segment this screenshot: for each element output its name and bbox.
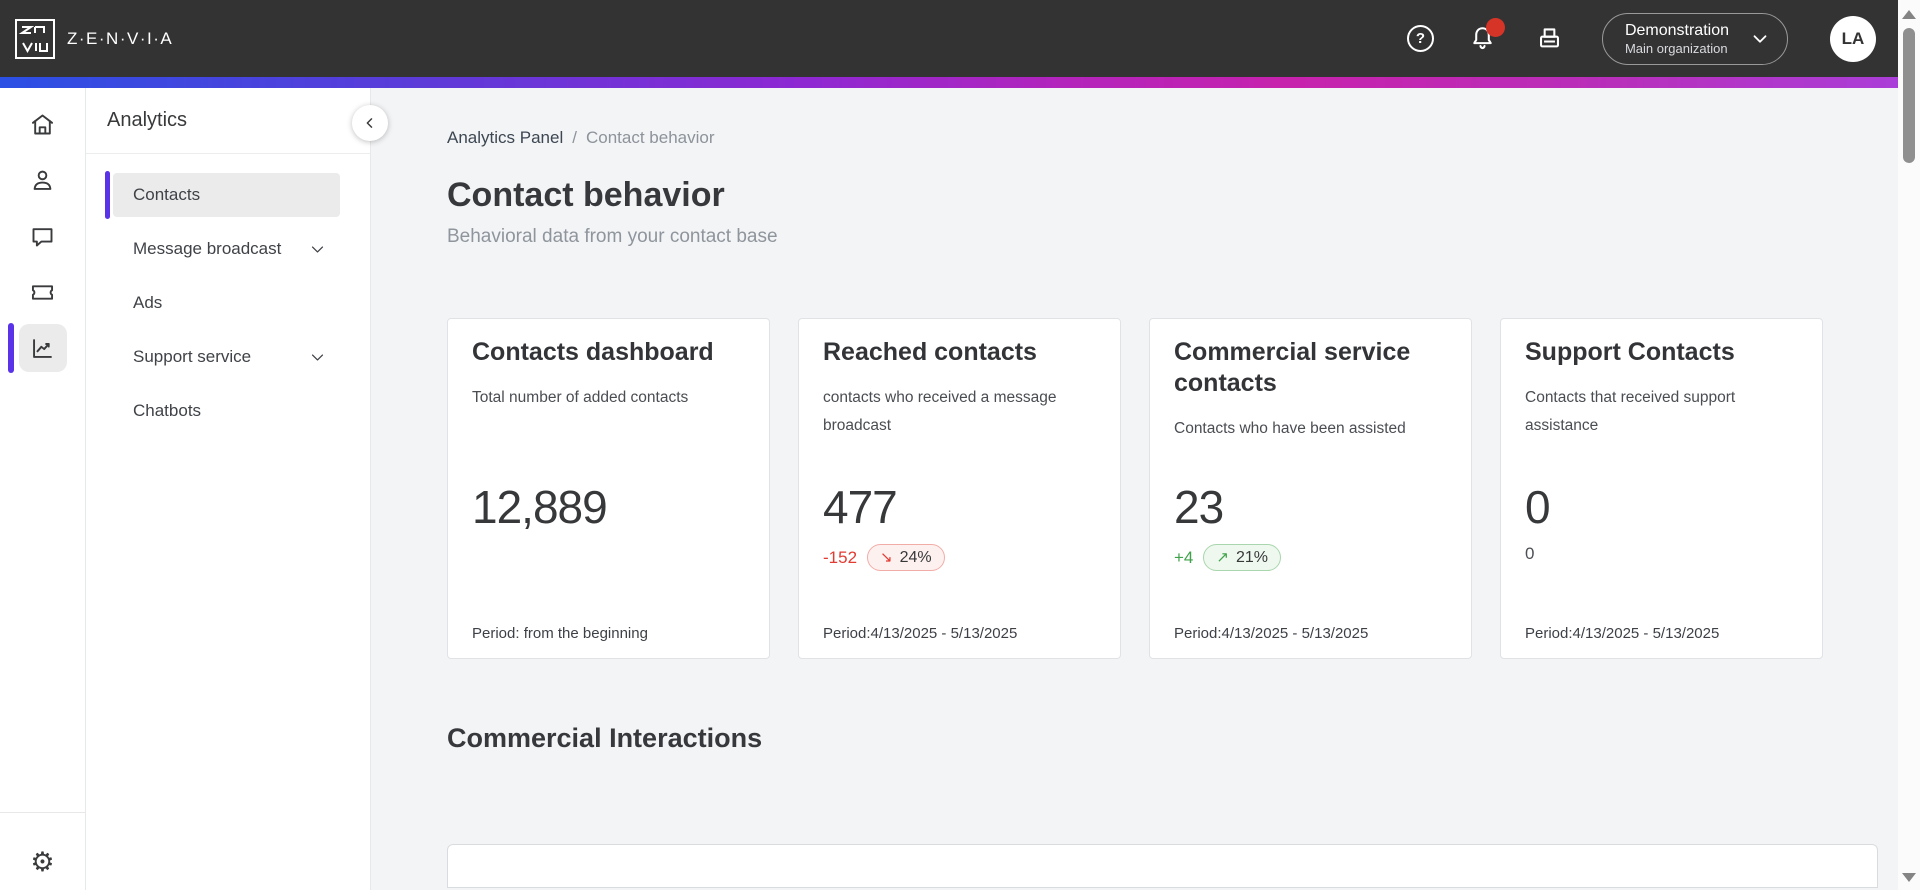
- rail-item-analytics[interactable]: [7, 323, 67, 373]
- sidebar-item-label: Support service: [133, 347, 252, 366]
- chevron-down-icon: [309, 349, 326, 366]
- printer-button[interactable]: [1535, 24, 1564, 53]
- icon-rail: ⚙: [0, 88, 86, 890]
- card-period: Period:4/13/2025 - 5/13/2025: [1174, 625, 1369, 642]
- delta-value: +4: [1174, 547, 1194, 567]
- avatar[interactable]: LA: [1830, 15, 1876, 62]
- settings-button[interactable]: ⚙: [0, 849, 85, 876]
- chat-bubble-icon: [29, 223, 56, 250]
- commercial-interactions-card: [447, 844, 1878, 888]
- card-title: Commercial service contacts: [1174, 338, 1411, 397]
- scrollbar-thumb[interactable]: [1903, 28, 1915, 163]
- sidebar-menu: Contacts Message broadcast Ads Support s…: [86, 154, 370, 433]
- arrow-up-right-icon: ↗: [1216, 549, 1229, 566]
- card-delta-row: +4 ↗ 21%: [1174, 544, 1281, 571]
- chevron-down-icon: [1749, 28, 1771, 50]
- notification-badge-dot: [1485, 18, 1505, 37]
- brand-wordmark: Z·E·N·V·I·A: [67, 28, 174, 48]
- sidebar-title: Analytics: [86, 88, 370, 154]
- rail-item-tickets[interactable]: [19, 268, 67, 316]
- scrollbar-down-arrow[interactable]: [1902, 873, 1916, 882]
- stat-card-commercial-service-contacts: Commercial service contacts Contacts who…: [1149, 318, 1472, 659]
- stat-card-contacts-dashboard: Contacts dashboard Total number of added…: [447, 318, 770, 659]
- percent-badge-positive: ↗ 21%: [1203, 544, 1281, 571]
- breadcrumb-analytics-panel[interactable]: Analytics Panel: [447, 128, 564, 147]
- card-value: 0: [1525, 481, 1551, 533]
- scrollbar-up-arrow[interactable]: [1902, 10, 1916, 19]
- sidebar-item-label: Chatbots: [133, 401, 202, 420]
- sidebar-collapse-button[interactable]: [352, 105, 388, 141]
- body-row: ⚙ Analytics Contacts Message broadcast: [0, 88, 1898, 890]
- card-subtitle: Contacts that received support assistanc…: [1525, 389, 1736, 434]
- rail-item-home[interactable]: [19, 100, 67, 148]
- rail-item-conversations[interactable]: [19, 212, 67, 260]
- analytics-sidebar: Analytics Contacts Message broadcast: [86, 88, 388, 890]
- ticket-icon: [29, 279, 56, 306]
- sidebar-item-ads[interactable]: Ads: [113, 281, 340, 325]
- card-period: Period:4/13/2025 - 5/13/2025: [823, 625, 1018, 642]
- page-title: Contact behavior: [447, 176, 725, 214]
- page-scrollbar[interactable]: [1898, 0, 1920, 890]
- sidebar-item-label: Message broadcast: [133, 239, 282, 258]
- page-subtitle: Behavioral data from your contact base: [447, 226, 778, 247]
- stat-cards-row: Contacts dashboard Total number of added…: [447, 318, 1898, 659]
- sidebar-item-message-broadcast[interactable]: Message broadcast: [113, 227, 340, 271]
- rail-item-contacts[interactable]: [19, 156, 67, 204]
- sidebar-item-label: Contacts: [133, 185, 201, 204]
- sidebar-item-contacts[interactable]: Contacts: [105, 171, 340, 219]
- percent-badge-negative: ↘ 24%: [867, 544, 945, 571]
- stat-card-support-contacts: Support Contacts Contacts that received …: [1500, 318, 1823, 659]
- breadcrumb: Analytics Panel / Contact behavior: [447, 88, 1898, 148]
- gear-icon: ⚙: [30, 847, 55, 877]
- card-subtitle: Total number of added contacts: [472, 389, 689, 406]
- sidebar-item-support-service[interactable]: Support service: [113, 335, 340, 379]
- card-value: 23: [1174, 481, 1224, 533]
- main-content: Analytics Panel / Contact behavior Conta…: [371, 88, 1898, 890]
- organization-name: Demonstration: [1624, 21, 1729, 39]
- card-title: Contacts dashboard: [472, 338, 714, 366]
- avatar-initials: LA: [1841, 28, 1865, 48]
- card-period: Period: from the beginning: [472, 625, 648, 642]
- zenvia-logo-icon: [14, 18, 56, 60]
- help-icon[interactable]: ?: [1406, 25, 1434, 52]
- stat-card-reached-contacts: Reached contacts contacts who received a…: [798, 318, 1121, 659]
- arrow-down-right-icon: ↘: [880, 549, 893, 566]
- topbar-actions: ?: [1406, 12, 1898, 65]
- printer-icon: [1535, 24, 1564, 53]
- badge-percent: 24%: [899, 548, 932, 566]
- card-title: Reached contacts: [823, 338, 1037, 366]
- top-bar: Z·E·N·V·I·A ?: [0, 0, 1898, 77]
- delta-value: 0: [1525, 544, 1535, 563]
- card-subtitle: Contacts who have been assisted: [1174, 420, 1406, 437]
- card-value: 477: [823, 481, 898, 533]
- rail-divider: [0, 812, 85, 813]
- organization-subtitle: Main organization: [1624, 40, 1728, 56]
- card-delta-row: -152 ↘ 24%: [823, 544, 945, 571]
- card-period: Period:4/13/2025 - 5/13/2025: [1525, 625, 1720, 642]
- notifications-button[interactable]: [1468, 18, 1505, 53]
- home-icon: [29, 111, 56, 138]
- card-subtitle: contacts who received a message broadcas…: [823, 389, 1057, 434]
- chevron-down-icon: [309, 241, 326, 258]
- badge-percent: 21%: [1235, 548, 1268, 566]
- card-delta-row: 0: [1525, 544, 1534, 564]
- sidebar-item-label: Ads: [133, 293, 163, 312]
- help-glyph: ?: [1415, 30, 1426, 47]
- section-title-commercial-interactions: Commercial Interactions: [447, 723, 763, 753]
- sidebar-item-chatbots[interactable]: Chatbots: [113, 389, 340, 433]
- line-chart-icon: [29, 335, 56, 362]
- breadcrumb-current: Contact behavior: [585, 128, 715, 147]
- delta-value: -152: [823, 547, 858, 567]
- person-icon: [29, 167, 56, 194]
- chevron-left-icon: [361, 114, 379, 132]
- organization-switcher[interactable]: Demonstration Main organization: [1601, 12, 1788, 65]
- zenvia-logo[interactable]: Z·E·N·V·I·A: [14, 18, 173, 60]
- breadcrumb-separator: /: [572, 128, 577, 147]
- brand-gradient-bar: [0, 77, 1898, 88]
- card-title: Support Contacts: [1525, 338, 1735, 366]
- card-value: 12,889: [472, 481, 608, 533]
